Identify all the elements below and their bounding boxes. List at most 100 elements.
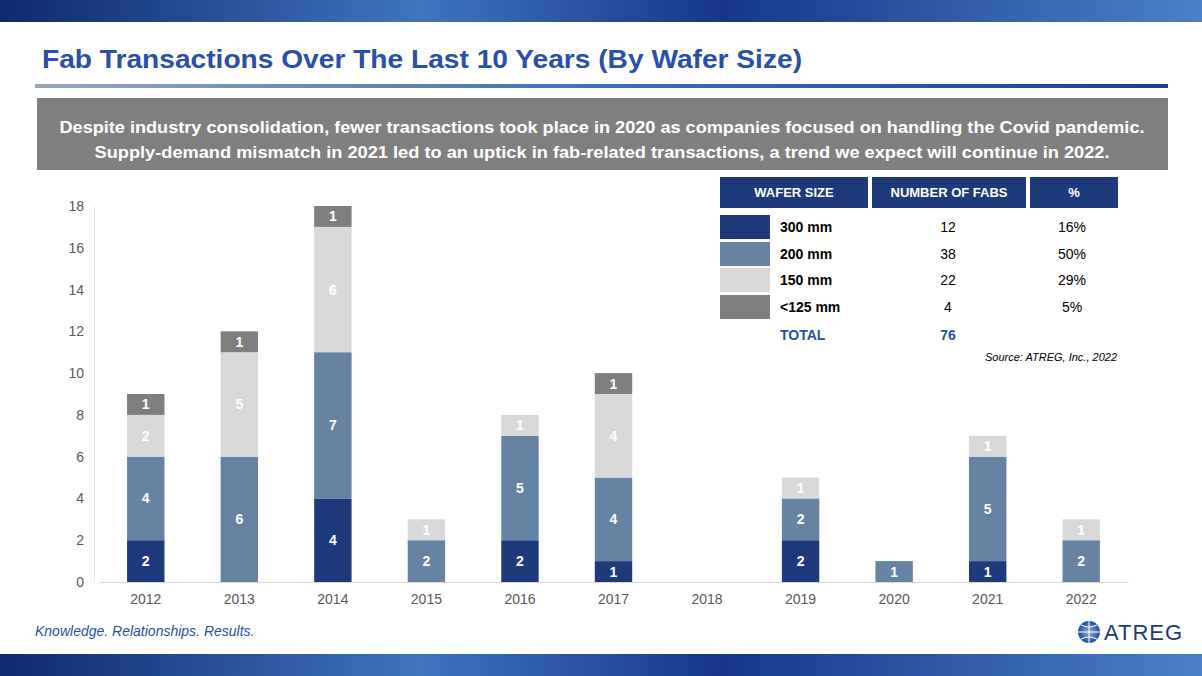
- table-header: WAFER SIZE: [754, 185, 834, 200]
- x-tick: 2019: [785, 582, 816, 607]
- bar: [782, 478, 819, 499]
- bar: [1063, 519, 1100, 520]
- bar: [1063, 519, 1100, 540]
- legend-table: WAFER SIZENUMBER OF FABS%300 mm1216%200 …: [716, 172, 1122, 364]
- x-tick: 2021: [972, 582, 1003, 607]
- table-percent: 16%: [1058, 219, 1086, 235]
- y-tick: 18: [68, 198, 94, 214]
- bar: [408, 519, 445, 540]
- data-label: 5: [235, 396, 243, 412]
- bar: [688, 582, 725, 583]
- data-label: 6: [329, 282, 337, 298]
- bar: [127, 540, 164, 582]
- data-label: 1: [516, 417, 524, 433]
- x-tick-label: 2016: [504, 591, 535, 607]
- x-tick-label: 2020: [879, 591, 910, 607]
- y-tick-label: 2: [76, 532, 84, 548]
- bar: [314, 227, 351, 352]
- bar: [969, 435, 1006, 436]
- x-tick: 2012: [130, 582, 161, 607]
- data-label: 2: [797, 511, 805, 527]
- y-tick-label: 18: [68, 198, 84, 214]
- table-percent: 5%: [1062, 299, 1082, 315]
- banner: [37, 98, 1168, 170]
- x-tick: 2016: [504, 582, 535, 607]
- legend-label: 300 mm: [780, 219, 832, 235]
- x-tick: 2015: [411, 582, 442, 607]
- bar: [127, 394, 164, 415]
- data-label: 2: [797, 553, 805, 569]
- bar: [688, 582, 725, 583]
- bar: [782, 540, 819, 582]
- y-tick: 12: [68, 323, 94, 339]
- top-stripe: [0, 0, 1202, 22]
- background: [0, 0, 1202, 676]
- bar: [1063, 540, 1100, 582]
- legend-swatch: [720, 242, 770, 266]
- logo: ATREG: [1104, 620, 1183, 645]
- x-tick-label: 2017: [598, 591, 629, 607]
- bar: [408, 540, 445, 582]
- table-header: %: [1068, 185, 1080, 200]
- data-label: 2: [1077, 553, 1085, 569]
- bar: [221, 457, 258, 582]
- legend-swatch: [720, 295, 770, 319]
- legend-swatch: [720, 215, 770, 239]
- x-axis: 2012 2013 2014 2015 2016 2017 2018 2019 2020 2021…: [100, 582, 1129, 607]
- data-label: 1: [235, 334, 243, 350]
- logo-globe: [1078, 621, 1100, 643]
- bar: [969, 561, 1006, 582]
- x-tick: 2013: [224, 582, 255, 607]
- bar: [969, 436, 1006, 457]
- y-tick: 6: [76, 449, 94, 465]
- data-label: 1: [984, 438, 992, 454]
- x-tick-label: 2022: [1066, 591, 1097, 607]
- data-label: 1: [610, 376, 618, 392]
- table-fabs: 22: [940, 272, 956, 288]
- x-tick: 2018: [691, 582, 722, 607]
- table-fabs: 4: [944, 299, 952, 315]
- table-fabs: 12: [940, 219, 956, 235]
- source: Source: ATREG, Inc., 2022: [985, 351, 1117, 363]
- data-label: 1: [142, 396, 150, 412]
- title: Fab Transactions Over The Last 10 Years …: [42, 44, 802, 74]
- data-label: 1: [797, 480, 805, 496]
- y-tick-label: 16: [68, 240, 84, 256]
- table-fabs: 38: [940, 246, 956, 262]
- legend-label: <125 mm: [780, 299, 840, 315]
- data-label: 4: [329, 532, 337, 548]
- data-label: 4: [610, 428, 618, 444]
- bar: [127, 457, 164, 541]
- bar: [782, 477, 819, 478]
- y-tick: 10: [68, 365, 94, 381]
- data-label: 1: [984, 564, 992, 580]
- y-tick-label: 8: [76, 407, 84, 423]
- x-tick-label: 2021: [972, 591, 1003, 607]
- table-percent: 50%: [1058, 246, 1086, 262]
- data-label: 2: [516, 553, 524, 569]
- data-label: 5: [984, 501, 992, 517]
- table-percent: 29%: [1058, 272, 1086, 288]
- bar: [875, 561, 912, 562]
- x-tick: 2014: [317, 582, 348, 607]
- bar: [875, 561, 912, 562]
- tagline: Knowledge. Relationships. Results.: [35, 623, 254, 639]
- bar: [221, 352, 258, 456]
- data-label: 1: [1077, 522, 1085, 538]
- data-label: 4: [610, 511, 618, 527]
- y-axis: 024681012141618: [68, 198, 94, 590]
- bar: [501, 540, 538, 582]
- bar: [595, 561, 632, 582]
- data-label: 2: [142, 553, 150, 569]
- data-label: 6: [235, 511, 243, 527]
- data-label: 2: [142, 428, 150, 444]
- bar: [314, 352, 351, 498]
- legend-label: 150 mm: [780, 272, 832, 288]
- x-tick-label: 2018: [691, 591, 722, 607]
- y-axis-line: [94, 207, 95, 583]
- bar: [314, 498, 351, 582]
- bar: [595, 394, 632, 478]
- bar: [969, 457, 1006, 561]
- data-label: 7: [329, 417, 337, 433]
- bar: [875, 561, 912, 582]
